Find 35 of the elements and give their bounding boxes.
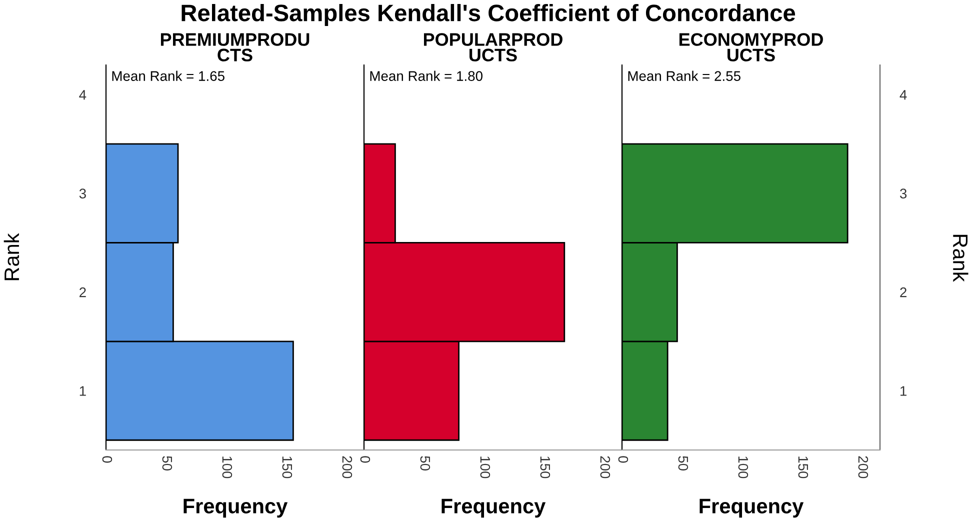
y-tick-label: 2 xyxy=(900,287,906,298)
y-axis-title: Rank xyxy=(4,233,20,280)
chart-subtitle: ECONOMYPROD UCTS xyxy=(679,33,823,62)
x-tick-label: 150 xyxy=(798,456,808,478)
x-tick-label: 50 xyxy=(678,456,688,470)
x-tick-label: 100 xyxy=(480,456,490,478)
x-tick-label: 100 xyxy=(222,456,232,478)
annotation: Mean Rank = 2.55 xyxy=(628,70,740,81)
x-tick-label: 200 xyxy=(858,456,868,478)
x-tick-label: 50 xyxy=(420,456,430,470)
x-tick-label: 0 xyxy=(360,456,370,463)
x-tick-label: 50 xyxy=(162,456,172,470)
y-tick-label: 2 xyxy=(80,287,86,298)
x-tick-label: 150 xyxy=(282,456,292,478)
y-tick-label: 3 xyxy=(900,188,907,199)
chart-subtitle: POPULARPROD UCTS xyxy=(424,33,562,62)
x-tick-label: 150 xyxy=(540,456,550,478)
y-tick-label: 4 xyxy=(79,90,86,100)
x-axis-title: Frequency xyxy=(700,498,804,518)
y-tick-label: 3 xyxy=(79,188,86,199)
x-tick-label: 0 xyxy=(102,456,112,463)
x-tick-label: 100 xyxy=(738,456,748,478)
x-axis-title: Frequency xyxy=(442,498,546,518)
y-tick-label: 1 xyxy=(900,386,906,396)
x-tick-label: 200 xyxy=(600,456,610,478)
y-tick-label: 4 xyxy=(900,90,907,100)
y-tick-label: 1 xyxy=(80,386,86,396)
annotation: Mean Rank = 1.80 xyxy=(370,70,482,81)
annotation: Mean Rank = 1.65 xyxy=(112,70,224,81)
chart-subtitle: PREMIUMPRODU CTS xyxy=(160,33,310,62)
text: Related-Samples Kendall's Coefficient of Concordance xyxy=(182,4,796,26)
x-axis-title: Frequency xyxy=(184,498,288,518)
y-axis-title: Rank xyxy=(952,234,968,282)
x-tick-label: 200 xyxy=(342,456,352,478)
x-tick-label: 0 xyxy=(618,456,628,463)
